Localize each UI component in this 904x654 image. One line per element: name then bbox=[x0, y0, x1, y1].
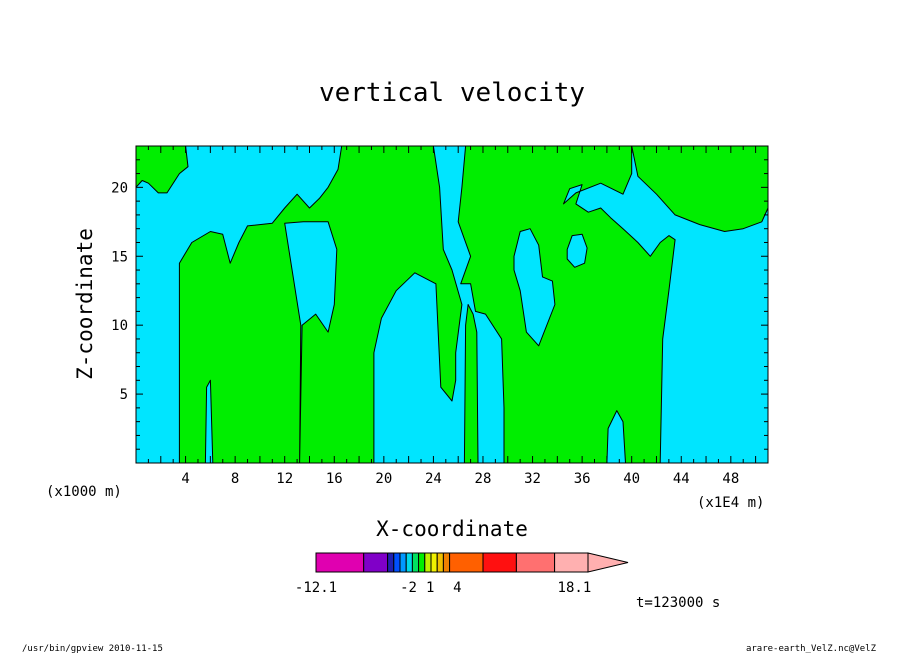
x-tick-label: 4 bbox=[181, 471, 189, 487]
footer-right: arare-earth_VelZ.nc@VelZ bbox=[746, 644, 877, 654]
colorbar-arrow bbox=[587, 552, 629, 573]
y-tick-label: 10 bbox=[111, 318, 128, 334]
colorbar-cell bbox=[387, 552, 395, 573]
x-tick-label: 24 bbox=[425, 471, 442, 487]
x-tick-label: 48 bbox=[722, 471, 739, 487]
time-label: t=123000 s bbox=[636, 595, 720, 611]
x-tick-label: 28 bbox=[475, 471, 492, 487]
colorbar-tick-label: 4 bbox=[453, 580, 461, 596]
positive-region-3 bbox=[457, 146, 676, 463]
colorbar: -12.1 -2 1 4 18.1 bbox=[295, 552, 629, 596]
footer-left: /usr/bin/gpview 2010-11-15 bbox=[22, 644, 163, 654]
x-tick-label: 12 bbox=[276, 471, 293, 487]
x-tick-label: 8 bbox=[231, 471, 239, 487]
negative-region-0 bbox=[513, 228, 556, 347]
chart-title: vertical velocity bbox=[319, 78, 585, 108]
colorbar-cell bbox=[424, 552, 432, 573]
colorbar-cell bbox=[554, 552, 589, 573]
plot-frame bbox=[135, 145, 769, 464]
colorbar-cell bbox=[436, 552, 444, 573]
colorbar-tick-label: 1 bbox=[426, 580, 434, 596]
positive-region-extra-0 bbox=[631, 146, 768, 232]
x-tick-label: 40 bbox=[623, 471, 640, 487]
colorbar-tick-label: 18.1 bbox=[558, 580, 592, 596]
x-axis-title: X-coordinate bbox=[376, 517, 528, 541]
colorbar-cell bbox=[405, 552, 413, 573]
x-tick-label: 44 bbox=[673, 471, 690, 487]
colorbar-cell bbox=[418, 552, 426, 573]
y-axis-unit: (x1E4 m) bbox=[697, 495, 764, 511]
colorbar-cell bbox=[315, 552, 365, 573]
colorbar-cell bbox=[430, 552, 438, 573]
colorbar-cell bbox=[411, 552, 420, 573]
colorbar-tick-label: -2 bbox=[400, 580, 417, 596]
x-tick-label: 32 bbox=[524, 471, 541, 487]
positive-region-0 bbox=[136, 146, 189, 194]
positive-region-1 bbox=[178, 146, 463, 463]
colorbar-cell bbox=[482, 552, 517, 573]
y-tick-label: 20 bbox=[111, 180, 128, 196]
colorbar-cell bbox=[393, 552, 401, 573]
colorbar-cell bbox=[449, 552, 484, 573]
y-axis-title: Z-coordinate bbox=[73, 228, 97, 380]
colorbar-tick-label: -12.1 bbox=[295, 580, 337, 596]
x-tick-label: 20 bbox=[375, 471, 392, 487]
colorbar-cell bbox=[442, 552, 451, 573]
y-tick-label: 5 bbox=[120, 387, 128, 403]
colorbar-cell bbox=[363, 552, 389, 573]
colorbar-cell bbox=[399, 552, 407, 573]
y-tick-label: 15 bbox=[111, 249, 128, 265]
positive-region-2 bbox=[463, 304, 479, 463]
colorbar-cell bbox=[515, 552, 556, 573]
x-tick-label: 36 bbox=[574, 471, 591, 487]
x-axis-unit: (x1000 m) bbox=[46, 484, 122, 500]
negative-region-1 bbox=[566, 233, 588, 268]
x-tick-label: 16 bbox=[326, 471, 343, 487]
